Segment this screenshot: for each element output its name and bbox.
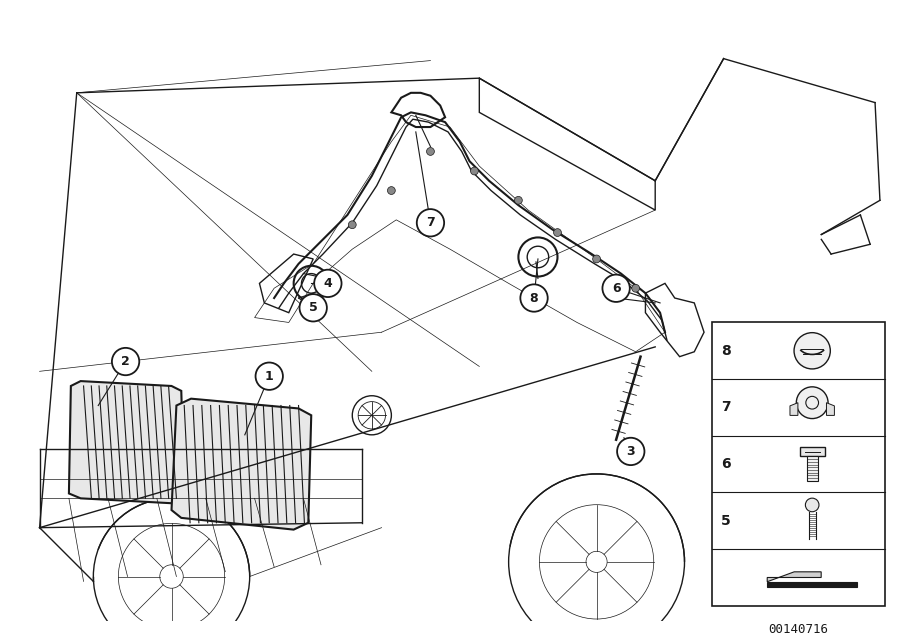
Circle shape bbox=[806, 498, 819, 512]
Polygon shape bbox=[767, 582, 857, 588]
Text: 5: 5 bbox=[721, 514, 731, 528]
Circle shape bbox=[796, 387, 828, 418]
Polygon shape bbox=[790, 403, 798, 415]
Text: 3: 3 bbox=[626, 445, 635, 458]
Text: 5: 5 bbox=[309, 301, 318, 314]
Circle shape bbox=[388, 186, 395, 195]
Circle shape bbox=[417, 209, 444, 237]
Text: 2: 2 bbox=[122, 355, 130, 368]
Circle shape bbox=[602, 275, 630, 302]
Circle shape bbox=[515, 197, 522, 204]
Circle shape bbox=[112, 348, 140, 375]
Text: 4: 4 bbox=[323, 277, 332, 290]
Bar bbox=[712, 322, 885, 606]
Circle shape bbox=[632, 284, 640, 292]
Text: 6: 6 bbox=[721, 457, 731, 471]
Bar bbox=[806, 456, 818, 481]
Circle shape bbox=[314, 270, 341, 297]
Polygon shape bbox=[826, 403, 834, 415]
Text: 7: 7 bbox=[721, 401, 731, 415]
Circle shape bbox=[794, 333, 831, 369]
Bar bbox=[800, 447, 824, 456]
Circle shape bbox=[471, 167, 478, 175]
Circle shape bbox=[300, 294, 327, 321]
Circle shape bbox=[520, 284, 548, 312]
Circle shape bbox=[256, 363, 283, 390]
Circle shape bbox=[617, 438, 644, 465]
Text: 00140716: 00140716 bbox=[769, 623, 828, 636]
Text: 6: 6 bbox=[612, 282, 620, 294]
Polygon shape bbox=[767, 572, 821, 582]
Text: 8: 8 bbox=[721, 344, 731, 358]
Circle shape bbox=[427, 148, 435, 155]
Circle shape bbox=[593, 255, 600, 263]
Polygon shape bbox=[172, 399, 311, 530]
Polygon shape bbox=[69, 381, 184, 503]
Circle shape bbox=[554, 229, 562, 237]
Text: 7: 7 bbox=[426, 216, 435, 230]
Circle shape bbox=[348, 221, 356, 229]
Text: 8: 8 bbox=[530, 291, 538, 305]
Text: 1: 1 bbox=[265, 370, 274, 383]
